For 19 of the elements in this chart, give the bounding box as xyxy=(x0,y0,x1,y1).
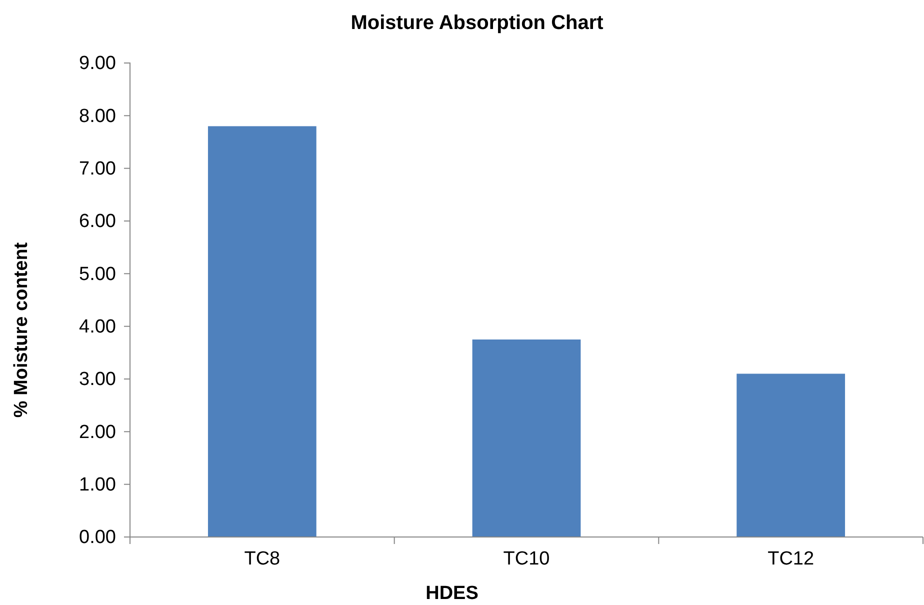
bar xyxy=(208,126,316,537)
x-tick-label: TC12 xyxy=(768,548,814,570)
y-tick-label: 7.00 xyxy=(79,158,116,180)
y-tick-label: 3.00 xyxy=(79,369,116,390)
x-tick-label: TC10 xyxy=(503,548,550,570)
x-tick-label: TC8 xyxy=(244,548,280,570)
y-tick-label: 9.00 xyxy=(79,53,116,74)
y-tick-label: 6.00 xyxy=(79,211,116,232)
bar xyxy=(472,340,581,537)
chart-title: Moisture Absorption Chart xyxy=(350,12,604,34)
bar xyxy=(736,374,846,537)
y-tick-label: 1.00 xyxy=(79,474,116,496)
y-tick-label: 0.00 xyxy=(79,527,116,548)
x-axis-title: HDES xyxy=(426,583,478,604)
y-tick-label: 4.00 xyxy=(79,316,116,338)
y-axis-title: % Moisture content xyxy=(11,242,32,418)
y-tick-label: 8.00 xyxy=(79,106,116,127)
y-tick-label: 5.00 xyxy=(79,264,116,285)
y-tick-label: 2.00 xyxy=(79,422,116,443)
